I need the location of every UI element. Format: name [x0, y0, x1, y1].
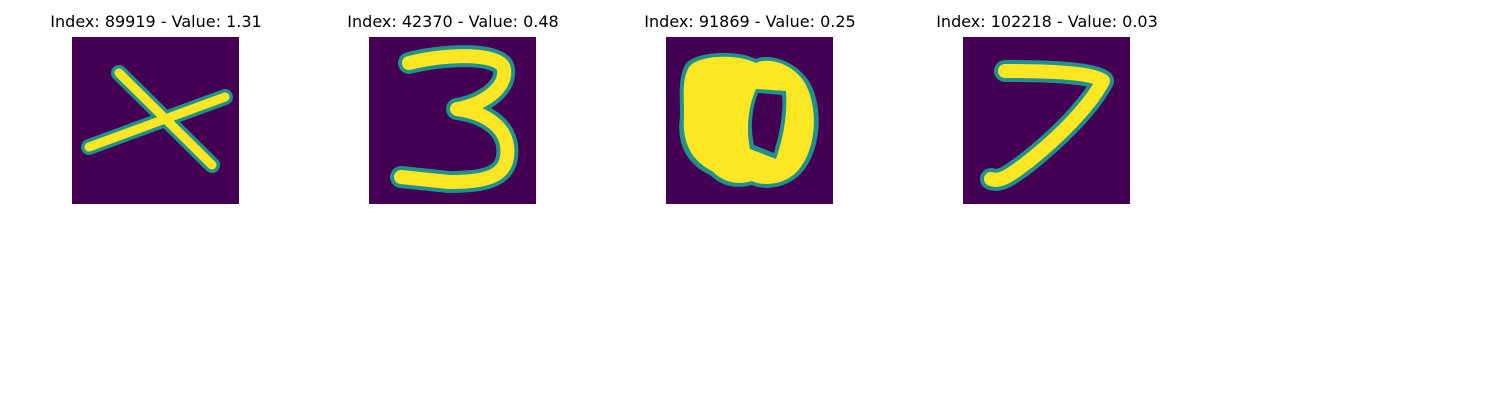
digit-image-7 — [963, 37, 1130, 204]
digit-image-0 — [666, 37, 833, 204]
sample-title: Index: 89919 - Value: 1.31 — [26, 12, 286, 31]
sample-title: Index: 102218 - Value: 0.03 — [917, 12, 1177, 31]
sample-title: Index: 42370 - Value: 0.48 — [323, 12, 583, 31]
sample-title: Index: 91869 - Value: 0.25 — [620, 12, 880, 31]
digit-image-x — [72, 37, 239, 204]
digit-image-3 — [369, 37, 536, 204]
